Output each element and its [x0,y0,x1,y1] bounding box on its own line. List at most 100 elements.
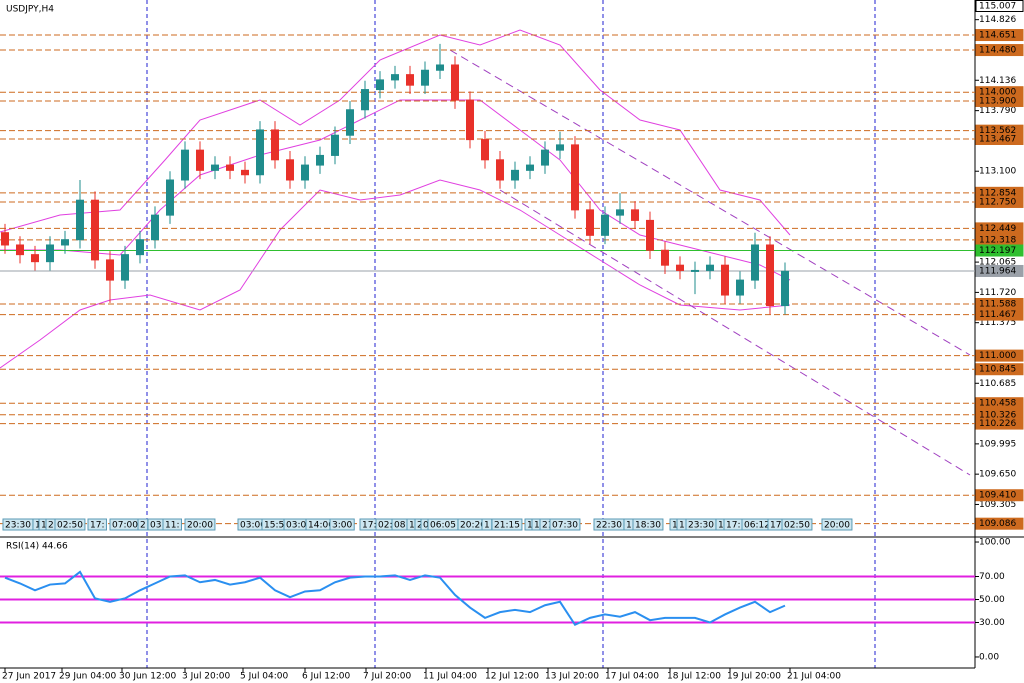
time-tag: 1 [718,521,724,531]
time-tag: 23:30 [688,521,714,531]
time-tag: 02: [378,521,392,531]
level-label: 113.900 [979,96,1016,106]
time-tag-box [821,518,853,531]
x-tick-label: 6 Jul 12:00 [302,672,351,682]
time-tag-box [491,518,523,531]
level-label: 110.326 [979,410,1016,420]
candle-body [286,159,294,181]
candle-body [361,89,369,111]
time-tag: 1 [534,521,540,531]
time-tag: 17: [362,521,376,531]
time-tag: 1 [41,521,47,531]
level-label: 114.000 [979,88,1016,98]
time-tag: 17: [770,521,784,531]
candle-body [556,144,564,151]
level-label: 110.226 [979,419,1016,429]
level-label: 112.750 [979,197,1016,207]
candle-body [781,270,789,307]
candle-body [256,129,264,176]
level-box [975,29,1024,42]
candle-body [346,109,354,136]
level-box [975,94,1024,107]
candle-body [481,139,489,161]
candle-body [721,264,729,296]
candle-body [631,209,639,221]
x-tick-label: 21 Jul 04:00 [787,672,841,682]
y-tick-label: 114.136 [979,76,1016,86]
time-tag: 21: [542,521,556,531]
candle-body [241,169,249,176]
y-tick-label: 109.650 [979,470,1016,480]
candle-body [466,99,474,141]
candle-body [331,134,339,156]
x-tick-label: 30 Jun 12:00 [119,672,176,682]
rsi-y-tick-label: 0.00 [979,652,999,662]
level-box [975,417,1024,430]
level-label: 111.467 [979,310,1016,320]
level-box [975,397,1024,410]
candle-body [226,164,234,171]
candle-body [406,74,414,86]
candle-body [151,214,159,241]
y-tick-label: 113.100 [979,167,1016,177]
level-label: 110.845 [979,365,1016,375]
time-tag: 06:12 [744,521,770,531]
candle-body [526,164,534,171]
candle-body [31,254,39,263]
candle-body [751,244,759,281]
x-tick-label: 3 Jul 20:00 [182,672,231,682]
rsi-y-tick-label: 70.00 [979,572,1005,582]
candle-body [121,254,129,281]
time-tag-box [781,518,813,531]
level-box [975,44,1024,57]
candle-body [736,279,744,296]
time-tag: 1 [35,521,41,531]
y-tick-label: 110.685 [979,379,1016,389]
level-box [975,489,1024,502]
y-tick-label: 109.305 [979,500,1016,510]
time-tag: 1 [484,521,490,531]
time-tag: 06:05 [430,521,456,531]
level-label: 114.651 [979,31,1016,41]
time-tag-box [54,518,86,531]
time-tag: 20:20 [460,521,486,531]
candle-body [1,232,9,246]
candle-body [646,219,654,251]
time-tag: 3:00 [332,521,352,531]
level-label: 110.458 [979,399,1016,409]
time-tag: 17: [90,521,104,531]
level-label: 111.588 [979,299,1016,309]
time-tag: 02:50 [784,521,810,531]
candle-body [76,199,84,241]
rsi-y-tick-label: 50.00 [979,595,1005,605]
time-tag: 1 [626,521,632,531]
level-box [975,517,1024,530]
top-price-box [975,0,1024,12]
time-tag-box [549,518,581,531]
y-tick-label: 109.995 [979,439,1016,449]
time-tag: 22:30 [596,521,622,531]
level-label: 109.086 [979,519,1016,529]
candle-body [661,249,669,266]
y-tick-label: 111.720 [979,288,1016,298]
x-tick-label: 5 Jul 04:00 [240,672,289,682]
x-tick-label: 7 Jul 20:00 [363,672,412,682]
current-price-box [975,264,1024,277]
candle-body [91,199,99,261]
time-tag: 11: [165,521,179,531]
level-box [975,132,1024,145]
time-tag: 1 [409,521,415,531]
rsi-title: RSI(14) 44.66 [6,542,68,552]
time-tag: 2 [417,521,423,531]
candle-body [16,244,24,256]
level-label: 113.562 [979,126,1016,136]
candle-body [136,239,144,256]
time-tag-box [329,518,355,531]
x-tick-label: 11 Jul 04:00 [423,672,477,682]
candle-body [391,74,399,81]
candle-body [106,259,114,281]
time-tag: 03:00 [286,521,312,531]
time-tag: 02:50 [57,521,83,531]
candle-body [571,144,579,211]
trend-channel [449,49,971,476]
